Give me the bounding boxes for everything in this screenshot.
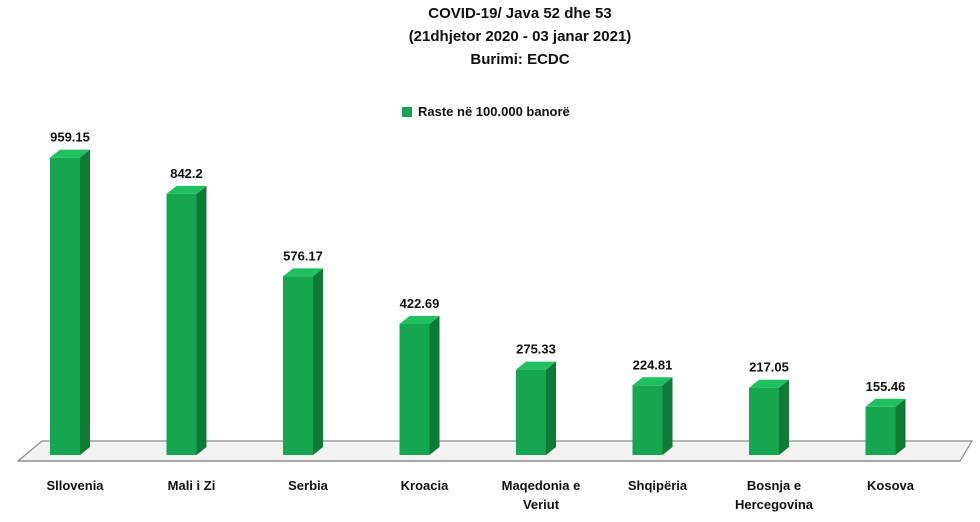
category-label: Shqipëria bbox=[628, 478, 688, 493]
bar-top bbox=[283, 268, 323, 277]
data-label: 959.15 bbox=[50, 130, 90, 145]
chart-subtitle: (21dhjetor 2020 - 03 janar 2021) bbox=[408, 28, 632, 45]
bar-top bbox=[749, 379, 789, 388]
chart-floor bbox=[16, 440, 974, 462]
chart-title: COVID-19/ Java 52 dhe 53 bbox=[428, 5, 612, 22]
data-label: 842.2 bbox=[170, 166, 203, 181]
category-label: Maqedonia e bbox=[502, 478, 581, 493]
legend-label: Raste në 100.000 banorë bbox=[418, 104, 570, 119]
legend: Raste në 100.000 banorë bbox=[402, 104, 570, 119]
bar-top bbox=[399, 315, 440, 324]
category-label: Kosova bbox=[867, 478, 915, 493]
data-label: 155.46 bbox=[866, 379, 906, 394]
bar-side bbox=[313, 268, 323, 455]
bar bbox=[399, 323, 430, 455]
category-label: Veriut bbox=[523, 497, 560, 512]
legend-swatch bbox=[402, 106, 412, 117]
data-label: 422.69 bbox=[400, 296, 440, 311]
bar-side bbox=[895, 398, 906, 455]
bar-top bbox=[632, 377, 673, 386]
bar-top bbox=[166, 185, 207, 194]
bar-top bbox=[50, 149, 90, 158]
bar-side bbox=[662, 377, 673, 455]
chart-source: Burimi: ECDC bbox=[470, 51, 570, 68]
category-label: Bosnja e bbox=[747, 478, 801, 493]
category-label: Sllovenia bbox=[46, 478, 104, 493]
category-label: Serbia bbox=[288, 478, 329, 493]
bar bbox=[865, 406, 896, 455]
bar-side bbox=[429, 315, 440, 455]
bar-side bbox=[196, 185, 207, 455]
bar-top bbox=[516, 361, 556, 370]
category-label: Mali i Zi bbox=[168, 478, 216, 493]
bar-side bbox=[80, 149, 90, 455]
bar-side bbox=[546, 361, 556, 455]
bar bbox=[749, 387, 779, 455]
bar-side bbox=[779, 379, 789, 455]
data-label: 217.05 bbox=[749, 360, 789, 375]
bar bbox=[283, 276, 313, 455]
bar-top bbox=[865, 398, 906, 407]
bar bbox=[50, 157, 80, 455]
category-label: Hercegovina bbox=[735, 497, 814, 512]
bar bbox=[632, 385, 663, 455]
bar bbox=[516, 369, 546, 455]
data-label: 224.81 bbox=[633, 357, 673, 372]
bar bbox=[166, 193, 197, 455]
data-label: 576.17 bbox=[283, 248, 323, 263]
data-label: 275.33 bbox=[516, 342, 556, 357]
category-label: Kroacia bbox=[401, 478, 449, 493]
